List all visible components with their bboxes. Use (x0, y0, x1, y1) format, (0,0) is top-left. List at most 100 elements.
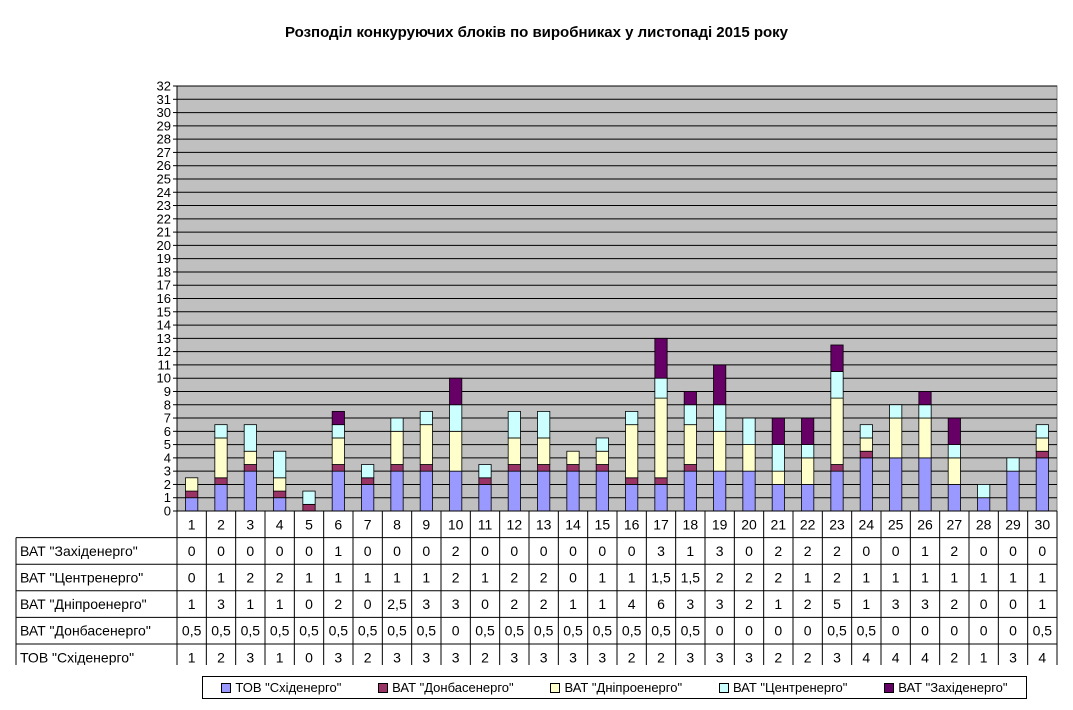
x-category-label: 14 (565, 516, 581, 532)
table-value: 1 (774, 596, 782, 612)
bar-segment (361, 484, 375, 512)
legend-item: ВАТ "Донбасенерго" (378, 680, 514, 695)
bar-segment (830, 344, 844, 372)
x-category-label: 26 (917, 516, 933, 532)
bar-segment (830, 470, 844, 512)
table-value: 3 (686, 596, 694, 612)
table-value: 1 (569, 596, 577, 612)
table-value: 0 (774, 623, 782, 639)
table-value: 2 (716, 570, 724, 586)
table-value: 2 (540, 596, 548, 612)
bar-segment (947, 444, 961, 459)
x-category-label: 19 (712, 516, 728, 532)
table-value: 0,5 (651, 623, 671, 639)
table-series-name: ВАТ "Західенерго" (20, 543, 138, 559)
table-value: 0 (980, 596, 988, 612)
bar-segment (214, 477, 228, 485)
table-value: 3 (716, 543, 724, 559)
table-value: 0,5 (417, 623, 437, 639)
chart-legend: ТОВ "Східенерго" ВАТ "Донбасенерго" ВАТ "Д… (202, 676, 1027, 699)
table-value: 0,5 (827, 623, 847, 639)
table-value: 3 (833, 649, 841, 665)
y-tick-label: 28 (157, 132, 171, 147)
table-value: 0 (569, 543, 577, 559)
table-value: 1 (980, 649, 988, 665)
bar-segment (507, 470, 521, 512)
x-category-label: 29 (1005, 516, 1021, 532)
y-tick-label: 3 (164, 464, 171, 479)
table-value: 2 (804, 596, 812, 612)
bar-segment (859, 450, 873, 459)
table-value: 0 (188, 570, 196, 586)
x-category-label: 13 (536, 516, 552, 532)
table-value: 2 (276, 570, 284, 586)
table-value: 1 (892, 570, 900, 586)
table-series-name: ВАТ "Дніпроенерго" (20, 596, 147, 612)
table-value: 4 (921, 649, 929, 665)
legend-label: ВАТ "Дніпроенерго" (564, 680, 683, 695)
legend-swatch (718, 682, 729, 693)
table-value: 3 (217, 596, 225, 612)
bar-segment (331, 410, 345, 426)
bar-segment (625, 477, 639, 485)
table-value: 3 (686, 649, 694, 665)
table-value: 4 (1038, 649, 1046, 665)
table-value: 0 (598, 543, 606, 559)
bar-segment (419, 410, 433, 426)
table-value: 1 (921, 570, 929, 586)
bar-segment (654, 337, 668, 379)
table-value: 3 (569, 649, 577, 665)
bar-segment (537, 437, 551, 465)
chart-title: Розподіл конкуруючих блоків по виробника… (284, 24, 789, 41)
bar-segment (361, 477, 375, 485)
bar-segment (273, 477, 287, 492)
table-value: 0 (305, 649, 313, 665)
table-value: 0,5 (534, 623, 554, 639)
bar-segment (771, 444, 785, 472)
y-tick-label: 17 (157, 278, 171, 293)
table-series-name: ВАТ "Центренерго" (20, 570, 143, 586)
table-value: 1 (334, 543, 342, 559)
table-value: 1 (950, 570, 958, 586)
stacked-bar-chart: 0123456789101112131415161718192021222324… (15, 79, 1058, 665)
y-tick-label: 6 (164, 424, 171, 439)
table-value: 0,5 (505, 623, 525, 639)
bar-segment (449, 430, 463, 472)
bar-segment (1035, 424, 1049, 439)
table-value: 2 (452, 543, 460, 559)
table-value: 0 (540, 543, 548, 559)
bar-segment (331, 470, 345, 512)
table-value: 5 (833, 596, 841, 612)
table-value: 1 (862, 596, 870, 612)
legend-swatch (378, 682, 389, 693)
bar-segment (566, 464, 580, 472)
table-value: 1 (686, 543, 694, 559)
table-value: 0 (246, 543, 254, 559)
y-tick-label: 21 (157, 225, 171, 240)
table-value: 2,5 (387, 596, 407, 612)
bar-segment (713, 364, 727, 406)
table-value: 1 (980, 570, 988, 586)
x-category-label: 27 (947, 516, 963, 532)
y-tick-label: 1 (164, 490, 171, 505)
bar-segment (361, 464, 375, 479)
legend-swatch (221, 682, 232, 693)
bar-segment (742, 470, 756, 512)
table-value: 0,5 (622, 623, 642, 639)
bar-segment (947, 484, 961, 512)
bar-segment (625, 424, 639, 479)
table-value: 4 (892, 649, 900, 665)
x-category-label: 5 (305, 516, 313, 532)
bar-segment (419, 424, 433, 465)
table-value: 0,5 (857, 623, 877, 639)
bar-segment (185, 477, 199, 492)
bar-segment (390, 470, 404, 512)
bar-segment (449, 377, 463, 406)
bar-segment (243, 450, 257, 465)
y-tick-label: 9 (164, 384, 171, 399)
table-value: 0,5 (211, 623, 231, 639)
bar-segment (185, 490, 199, 499)
table-value: 2 (334, 596, 342, 612)
bar-segment (1035, 450, 1049, 459)
bar-segment (595, 437, 609, 452)
